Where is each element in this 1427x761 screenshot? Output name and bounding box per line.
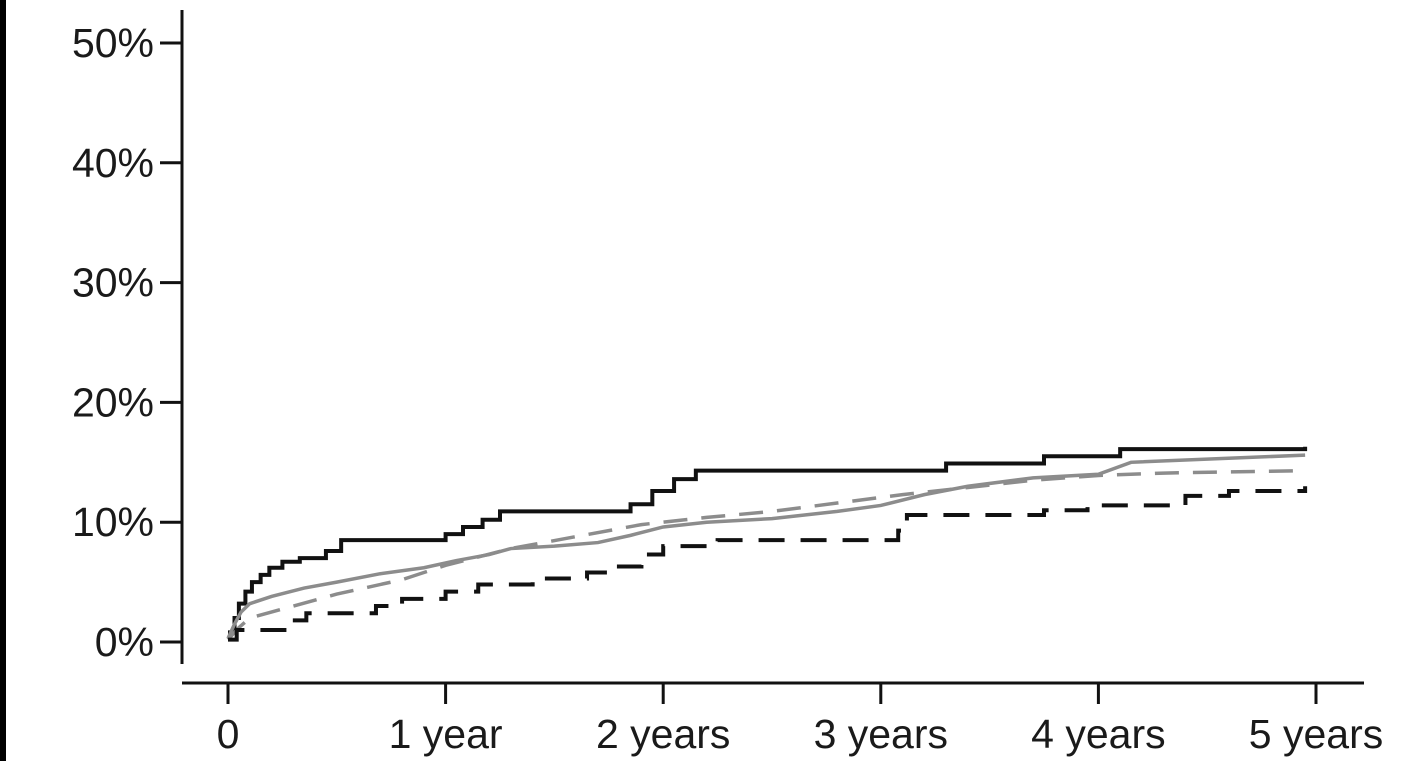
x-tick-label: 0 bbox=[217, 711, 240, 757]
x-tick-label: 5 years bbox=[1249, 711, 1383, 757]
cumulative-incidence-chart: 0% 10% 20% 30% 40% 50% 0 1 year 2 years 3 years 4 … bbox=[72, 10, 1383, 757]
x-tick-label: 1 year bbox=[389, 711, 503, 757]
x-tick-label: 4 years bbox=[1031, 711, 1165, 757]
y-tick-label: 40% bbox=[72, 140, 154, 186]
x-tick-label: 2 years bbox=[596, 711, 730, 757]
series-line-2 bbox=[226, 453, 1306, 640]
series-line-3 bbox=[226, 468, 1306, 641]
y-tick-label: 10% bbox=[72, 499, 154, 545]
y-tick-label: 50% bbox=[72, 20, 154, 66]
series-line-1 bbox=[228, 446, 1308, 635]
series-line-4 bbox=[228, 486, 1308, 642]
x-tick-label: 3 years bbox=[814, 711, 948, 757]
y-tick-label: 0% bbox=[95, 619, 154, 665]
y-tick-label: 30% bbox=[72, 260, 154, 306]
y-tick-label: 20% bbox=[72, 379, 154, 425]
axes bbox=[160, 10, 1364, 704]
tick-labels: 0% 10% 20% 30% 40% 50% 0 1 year 2 years 3 years 4 … bbox=[72, 20, 1383, 757]
series-group bbox=[226, 446, 1308, 642]
chart-panel: 0% 10% 20% 30% 40% 50% 0 1 year 2 years 3 years 4 … bbox=[6, 0, 1427, 761]
